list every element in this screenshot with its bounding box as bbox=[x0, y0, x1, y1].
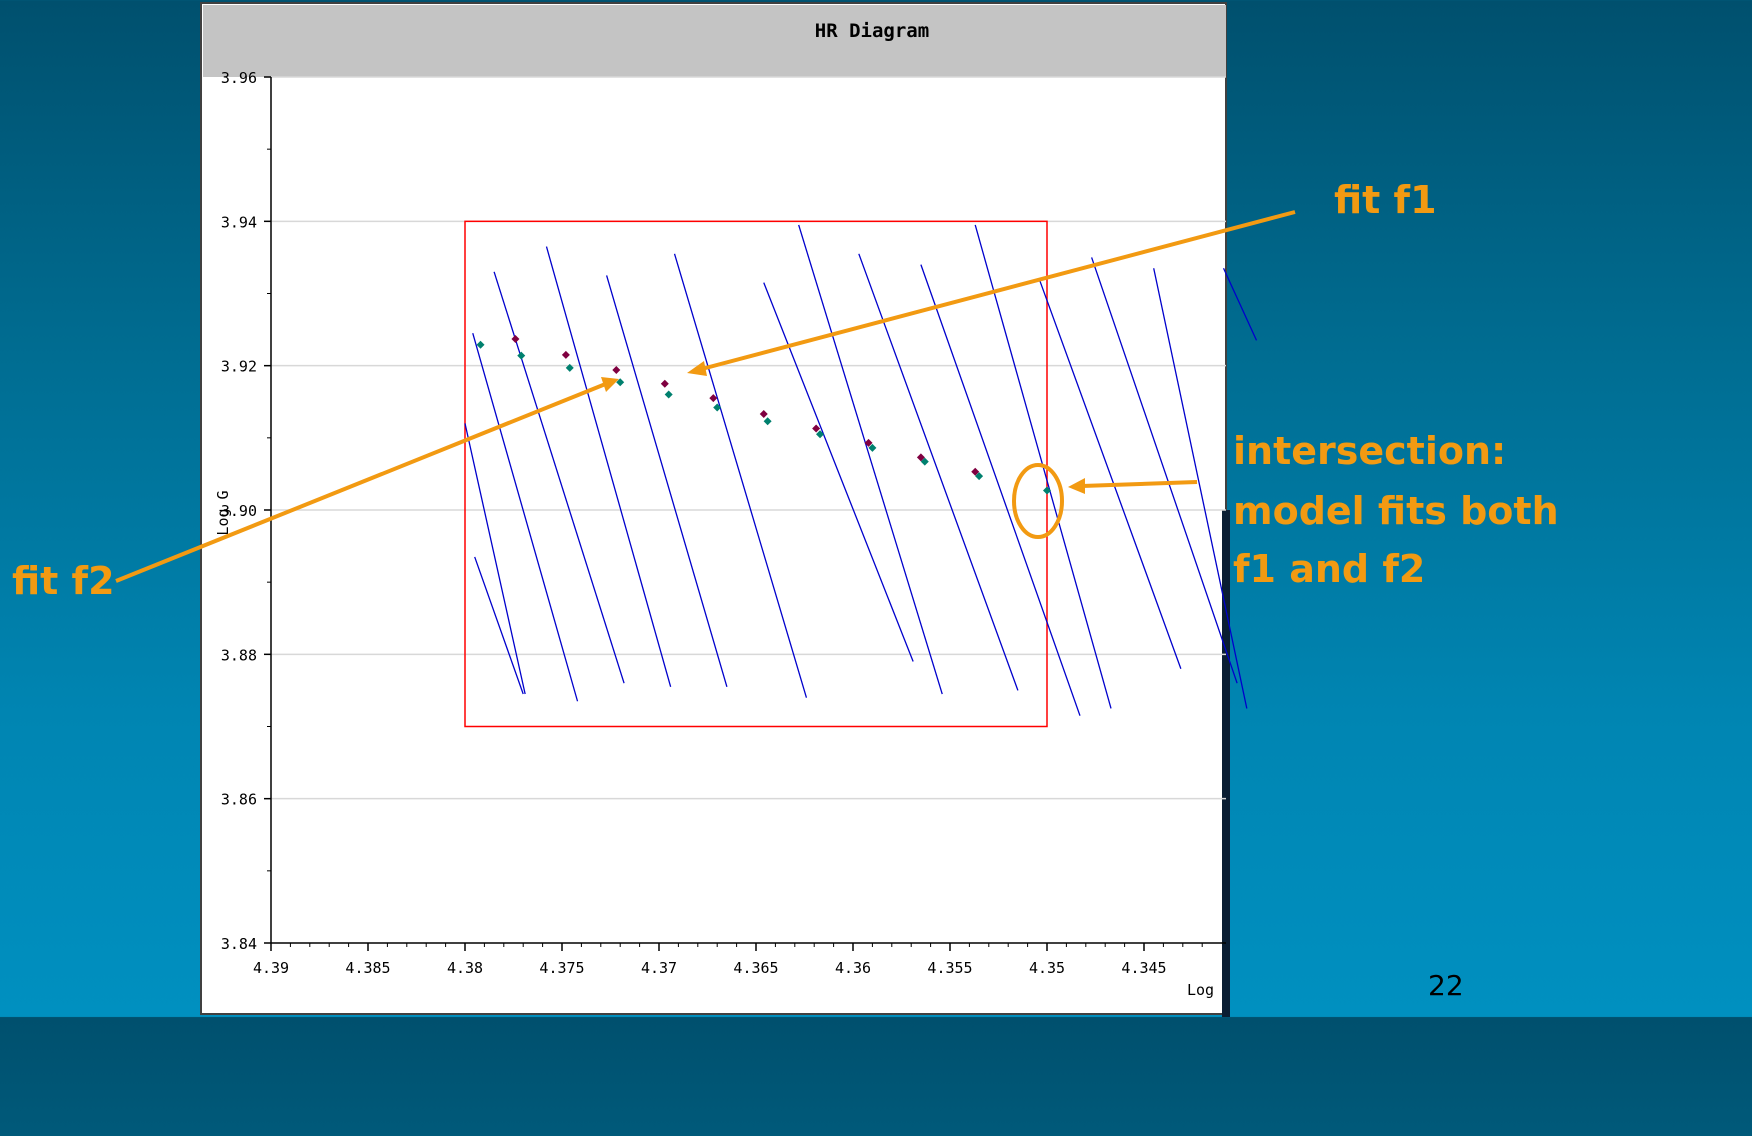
data-point-f2 bbox=[868, 443, 877, 452]
fit-f2-arrowhead bbox=[601, 377, 619, 392]
fit-line bbox=[858, 253, 1019, 691]
data-point-f2 bbox=[713, 403, 722, 412]
fit-line bbox=[1222, 267, 1258, 341]
fit-line bbox=[673, 253, 808, 698]
data-point-f1 bbox=[612, 365, 621, 374]
y-tick-label: 3.88 bbox=[221, 646, 257, 664]
slide-canvas: HR Diagram 3.84 3.86 3.88 3.90 3.92 3.94 3.96 4… bbox=[12, 2, 1559, 1017]
fit-line bbox=[1038, 278, 1182, 669]
intersection-label-line-3: f1 and f2 bbox=[1233, 547, 1425, 591]
x-tick-label: 4.385 bbox=[345, 959, 390, 977]
y-tick-label: 3.90 bbox=[221, 502, 257, 520]
x-tick-label: 4.37 bbox=[641, 959, 677, 977]
data-point-f1 bbox=[971, 467, 980, 476]
fit-line bbox=[920, 264, 1081, 716]
x-tick-label: 4.39 bbox=[253, 959, 289, 977]
x-tick-label: 4.36 bbox=[835, 959, 871, 977]
intersection-label-line-2: model fits both bbox=[1233, 489, 1559, 533]
y-tick-label: 3.96 bbox=[221, 69, 257, 87]
callout-layer bbox=[115, 210, 1296, 583]
fit-f2-arrow bbox=[115, 381, 609, 583]
data-point-f1 bbox=[864, 438, 873, 447]
fit-line bbox=[1153, 268, 1248, 709]
fit-line bbox=[464, 423, 526, 695]
y-tick-label: 3.92 bbox=[221, 358, 257, 376]
data-point-f2 bbox=[975, 472, 984, 481]
data-point-f1 bbox=[812, 424, 821, 433]
x-tick-label: 4.365 bbox=[733, 959, 778, 977]
plot-area: 3.84 3.86 3.88 3.90 3.92 3.94 3.96 4.39 4.385 4.3… bbox=[221, 69, 1258, 977]
x-tick-label: 4.38 bbox=[447, 959, 483, 977]
y-tick-label: 3.94 bbox=[221, 213, 257, 231]
data-point-f1 bbox=[511, 334, 520, 343]
intersection-arrow bbox=[1081, 480, 1198, 488]
page-number: 22 bbox=[1428, 969, 1464, 1002]
fit-line bbox=[474, 556, 524, 695]
x-axis-label: Log bbox=[1187, 981, 1214, 999]
data-point-f2 bbox=[616, 378, 625, 387]
x-tick-label: 4.375 bbox=[539, 959, 584, 977]
y-tick-label: 3.84 bbox=[221, 935, 257, 953]
y-tick-label: 3.86 bbox=[221, 791, 257, 809]
data-point-f2 bbox=[565, 363, 574, 372]
fit-line bbox=[472, 333, 579, 702]
data-point-f2 bbox=[816, 430, 825, 439]
x-tick-label: 4.35 bbox=[1029, 959, 1065, 977]
data-point-f2 bbox=[1043, 486, 1051, 495]
data-point-f1 bbox=[916, 453, 925, 462]
intersection-arrowhead bbox=[1068, 478, 1085, 494]
data-point-f2 bbox=[763, 417, 772, 426]
data-point-f1 bbox=[709, 394, 718, 403]
fit-f2-label: fit f2 bbox=[12, 559, 115, 603]
intersection-label-line-1: intersection: bbox=[1233, 429, 1506, 473]
fit-line bbox=[798, 224, 943, 695]
plot-panel bbox=[200, 2, 1227, 1015]
x-tick-label: 4.345 bbox=[1121, 959, 1166, 977]
y-axis-label: Log G bbox=[214, 490, 232, 535]
data-point-f1 bbox=[561, 350, 570, 359]
fit-f1-arrowhead bbox=[687, 361, 707, 376]
right-edge-overlay bbox=[1222, 510, 1230, 1017]
plot-header-bar bbox=[203, 5, 1226, 77]
fit-line bbox=[1091, 257, 1238, 684]
data-point-f2 bbox=[664, 390, 673, 399]
x-tick-label: 4.355 bbox=[927, 959, 972, 977]
data-point-f1 bbox=[660, 379, 669, 388]
data-point-f2 bbox=[517, 351, 526, 360]
fit-f1-label: fit f1 bbox=[1334, 178, 1437, 222]
chart-title: HR Diagram bbox=[815, 20, 929, 42]
fit-f1-arrow bbox=[697, 210, 1296, 372]
fit-line bbox=[545, 246, 672, 687]
intersection-circle bbox=[1012, 463, 1064, 539]
search-box bbox=[464, 220, 1048, 728]
data-point-f2 bbox=[920, 457, 929, 466]
data-point-f2 bbox=[476, 340, 485, 349]
fit-line bbox=[605, 275, 728, 687]
data-point-f1 bbox=[759, 410, 768, 419]
